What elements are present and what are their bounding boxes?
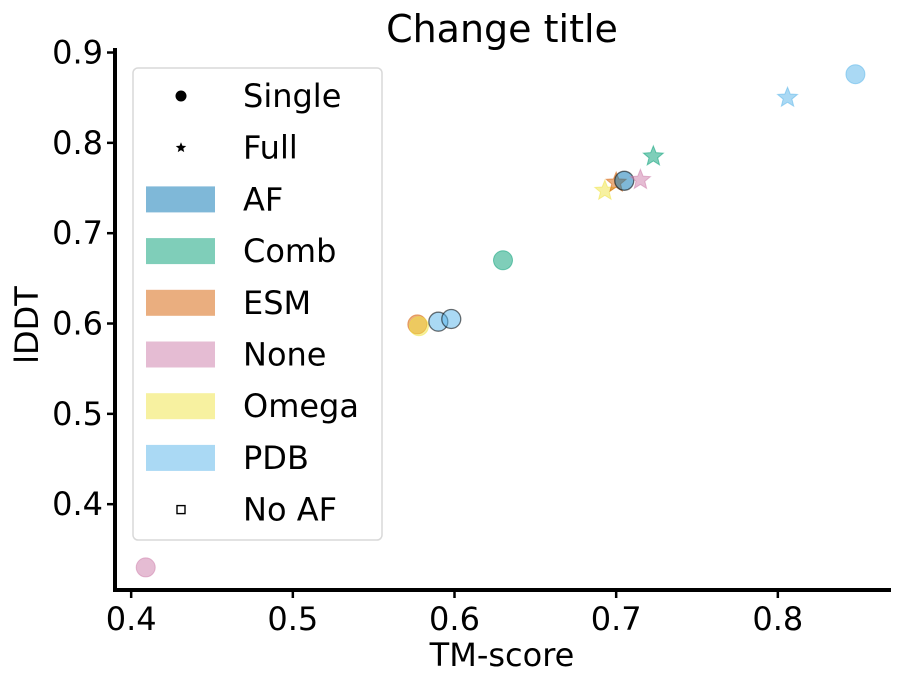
x-tick-label: 0.8 xyxy=(752,600,803,638)
chart-title: Change title xyxy=(386,7,618,51)
legend-patch-af xyxy=(146,186,215,213)
y-tick-label: 0.4 xyxy=(52,485,103,523)
legend: Single Full AF Comb ESM None Omega PDB No AF xyxy=(132,67,383,541)
point-comb-full-star xyxy=(642,144,665,166)
y-tick-label: 0.6 xyxy=(52,305,103,343)
point-af-single-circle xyxy=(614,170,635,191)
legend-label-none: None xyxy=(243,336,326,374)
x-tick-label: 0.4 xyxy=(106,600,157,638)
data-points xyxy=(135,64,866,578)
legend-patch-omega xyxy=(146,393,215,420)
legend-label-pdb: PDB xyxy=(243,439,309,477)
legend-label-comb: Comb xyxy=(243,232,336,270)
y-tick-label: 0.5 xyxy=(52,395,103,433)
legend-label-single: Single xyxy=(243,77,341,115)
point-pdb-single-circle xyxy=(441,308,462,330)
point-comb-single-circle xyxy=(493,250,513,271)
point-omega-single-circle xyxy=(408,316,429,337)
legend-patch-esm xyxy=(146,289,215,316)
legend-label-full: Full xyxy=(243,129,298,167)
y-tick-label: 0.8 xyxy=(52,124,103,162)
y-axis-title: lDDT xyxy=(8,286,46,364)
legend-marker-full xyxy=(175,142,187,153)
legend-marker-no-af xyxy=(176,504,186,515)
legend-label-af: AF xyxy=(243,180,283,218)
legend-patch-pdb xyxy=(146,444,215,471)
point-pdb-full-star xyxy=(776,85,799,108)
x-tick-label: 0.7 xyxy=(591,600,642,638)
axis-ticks: 0.4 0.5 0.6 0.7 0.8 0.4 0.5 0.6 0.7 0.8 0.9 xyxy=(52,34,803,638)
legend-label-no-af: No AF xyxy=(243,491,337,529)
x-axis-title: TM-score xyxy=(429,636,575,674)
legend-marker-single xyxy=(175,90,187,102)
point-none-single-circle xyxy=(135,557,156,578)
x-tick-label: 0.5 xyxy=(267,600,318,638)
legend-patch-comb xyxy=(146,238,215,265)
point-none-full-star xyxy=(629,168,652,190)
legend-frame xyxy=(132,67,383,541)
legend-patch-none xyxy=(146,341,215,368)
y-tick-label: 0.9 xyxy=(52,34,103,72)
point-pdb-single-circle xyxy=(845,64,866,85)
legend-label-esm: ESM xyxy=(243,284,311,322)
y-tick-label: 0.7 xyxy=(52,214,103,252)
x-tick-label: 0.6 xyxy=(429,600,480,638)
legend-label-omega: Omega xyxy=(243,387,359,425)
